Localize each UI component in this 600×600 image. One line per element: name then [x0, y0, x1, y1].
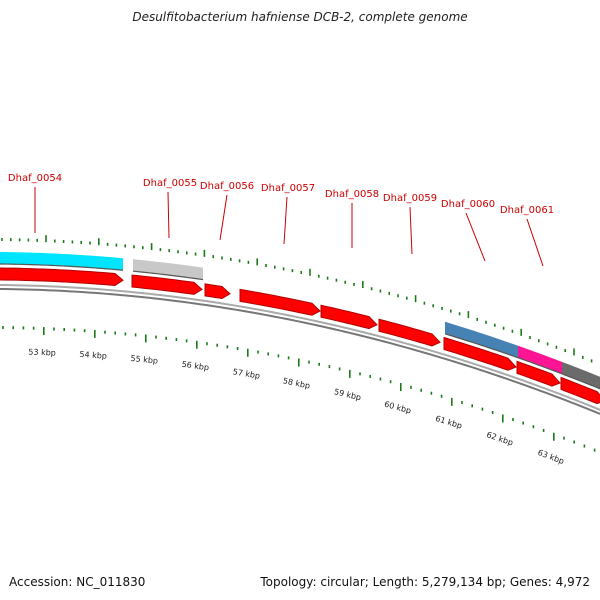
- gene-arrow: [516, 360, 561, 387]
- category-band-edge: [132, 270, 204, 281]
- category-band-dark-gray: [562, 361, 600, 389]
- kbp-tick-label: 59 kbp: [333, 387, 362, 402]
- category-band-magenta: [518, 345, 562, 374]
- gene-label: Dhaf_0061: [500, 205, 554, 216]
- gene-label-leader: [409, 206, 413, 255]
- gene-arrow: [204, 283, 231, 300]
- gene-label: Dhaf_0060: [441, 199, 495, 210]
- kbp-tick-label: 55 kbp: [130, 354, 158, 366]
- backbone-line-outer: [0, 283, 600, 411]
- gene-arrow: [239, 288, 321, 316]
- kbp-tick-label: 58 kbp: [282, 376, 311, 390]
- gene-label: Dhaf_0059: [383, 193, 437, 204]
- kbp-tick-label: 61 kbp: [434, 414, 463, 431]
- gene-label-leader: [219, 194, 228, 241]
- gene-label-leader: [465, 212, 486, 262]
- backbone-ring: [0, 283, 600, 415]
- map-title: Desulfitobacterium hafniense DCB-2, comp…: [132, 10, 468, 24]
- kbp-tick-label: 62 kbp: [485, 430, 514, 447]
- kbp-tick-label: 54 kbp: [79, 350, 107, 361]
- gene-arrow: [378, 318, 441, 347]
- category-band-cyan: [0, 252, 123, 271]
- gene-arrow-ring: [0, 267, 600, 405]
- category-band-edge: [517, 357, 563, 375]
- category-band-ring: [0, 252, 600, 390]
- gene-label: Dhaf_0057: [261, 183, 315, 194]
- gene-label: Dhaf_0058: [325, 189, 379, 200]
- kbp-tick-label: 53 kbp: [28, 347, 56, 357]
- gene-label-leader: [283, 196, 288, 245]
- gene-arrow: [131, 274, 203, 295]
- gene-arrow: [560, 376, 600, 405]
- gene-label-leader: [526, 218, 544, 267]
- category-band-light-gray: [133, 259, 203, 280]
- gene-arrow: [320, 304, 378, 330]
- gene-arrow: [0, 267, 124, 287]
- kbp-tick-label: 57 kbp: [232, 367, 261, 381]
- accession-text: Accession: NC_011830: [9, 575, 146, 589]
- kbp-tick-label: 56 kbp: [181, 360, 209, 373]
- gene-labels: Dhaf_0054 Dhaf_0055 Dhaf_0056 Dhaf_0057 Dhaf…: [8, 173, 554, 267]
- category-band-steel-blue: [445, 321, 518, 358]
- position-tick-ring: [2, 326, 596, 452]
- gene-label: Dhaf_0056: [200, 181, 254, 192]
- gene-label: Dhaf_0055: [143, 178, 197, 189]
- gene-label-leader: [167, 191, 170, 239]
- gene-arrow: [443, 336, 517, 371]
- backbone-line-inner: [0, 287, 600, 415]
- kbp-tick-label: 63 kbp: [536, 448, 565, 466]
- kbp-tick-label: 60 kbp: [383, 400, 412, 416]
- category-band-edge: [0, 263, 124, 271]
- category-band-edge: [444, 333, 519, 359]
- genome-summary-text: Topology: circular; Length: 5,279,134 bp…: [260, 575, 590, 589]
- position-tick-labels: 53 kbp 54 kbp 55 kbp 56 kbp 57 kbp 58 kbp 59 k…: [28, 347, 565, 466]
- gene-label: Dhaf_0054: [8, 173, 62, 184]
- upper-tick-ring: [1, 235, 593, 363]
- category-band-edge: [561, 373, 600, 390]
